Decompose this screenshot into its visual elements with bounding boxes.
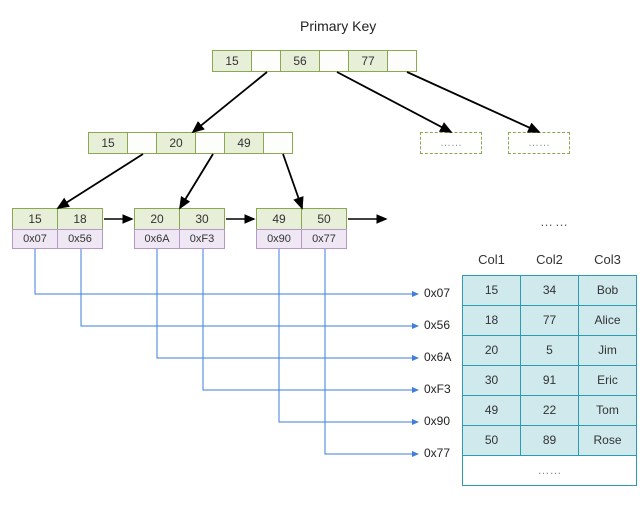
root-node: 15 56 77 [212, 50, 417, 72]
leaf-addr: 0xF3 [179, 229, 225, 249]
table-cell: 20 [463, 335, 521, 365]
table-cell: 34 [521, 275, 579, 305]
root-node-gap [319, 50, 349, 72]
pointer-label: 0x07 [424, 286, 450, 300]
pointer-label: 0x77 [424, 446, 450, 460]
root-node-key: 77 [348, 50, 388, 72]
leaf-key: 30 [179, 208, 225, 230]
table-cell: 77 [521, 305, 579, 335]
internal-node-key: 49 [224, 132, 264, 154]
pointer-label: 0xF3 [424, 382, 451, 396]
leaf-node: 1518 [12, 208, 103, 230]
leaf-addr: 0x77 [301, 229, 347, 249]
pointer-label: 0x90 [424, 414, 450, 428]
data-table: Col1Col2Col31534Bob1877Alice205Jim3091Er… [462, 245, 637, 486]
phantom-node: …… [508, 132, 570, 154]
table-cell: 89 [521, 425, 579, 455]
table-cell: Eric [579, 365, 637, 395]
table-cell: 22 [521, 395, 579, 425]
internal-node-gap [263, 132, 293, 154]
table-cell: Jim [579, 335, 637, 365]
table-row: 1534Bob [463, 275, 637, 305]
page-title: Primary Key [300, 18, 376, 34]
table-header: Col1 [463, 245, 521, 275]
table-cell: Alice [579, 305, 637, 335]
leaf-key: 49 [256, 208, 302, 230]
table-more: …… [463, 455, 637, 485]
table-row: 1877Alice [463, 305, 637, 335]
table-row: 5089Rose [463, 425, 637, 455]
internal-node: 15 20 49 [88, 132, 293, 154]
leaf-node: 4950 [256, 208, 347, 230]
table-cell: Rose [579, 425, 637, 455]
leaf-key: 18 [57, 208, 103, 230]
leaf-key: 50 [301, 208, 347, 230]
root-node-key: 15 [212, 50, 252, 72]
table-cell: 91 [521, 365, 579, 395]
root-node-gap [251, 50, 281, 72]
pointer-label: 0x6A [424, 350, 451, 364]
table-cell: 49 [463, 395, 521, 425]
leaf-addr: 0x90 [256, 229, 302, 249]
leaf-addr-row: 0x6A0xF3 [134, 229, 225, 249]
leaf-addr: 0x07 [12, 229, 58, 249]
leaf-addr: 0x6A [134, 229, 180, 249]
table-row: 3091Eric [463, 365, 637, 395]
internal-node-gap [195, 132, 225, 154]
internal-node-key: 15 [88, 132, 128, 154]
root-node-gap [387, 50, 417, 72]
ellipsis-icon: …… [540, 214, 570, 229]
leaf-node: 2030 [134, 208, 225, 230]
table-cell: 18 [463, 305, 521, 335]
table-cell: Tom [579, 395, 637, 425]
table-header: Col3 [579, 245, 637, 275]
table-cell: 15 [463, 275, 521, 305]
root-node-key: 56 [280, 50, 320, 72]
table-cell: 5 [521, 335, 579, 365]
leaf-key: 20 [134, 208, 180, 230]
table-row: 205Jim [463, 335, 637, 365]
table-cell: 50 [463, 425, 521, 455]
leaf-key: 15 [12, 208, 58, 230]
phantom-node: …… [420, 132, 482, 154]
leaf-addr-row: 0x900x77 [256, 229, 347, 249]
table-cell: Bob [579, 275, 637, 305]
leaf-addr: 0x56 [57, 229, 103, 249]
table-row: 4922Tom [463, 395, 637, 425]
pointer-label: 0x56 [424, 318, 450, 332]
table-header: Col2 [521, 245, 579, 275]
leaf-addr-row: 0x070x56 [12, 229, 103, 249]
table-cell: 30 [463, 365, 521, 395]
internal-node-gap [127, 132, 157, 154]
internal-node-key: 20 [156, 132, 196, 154]
